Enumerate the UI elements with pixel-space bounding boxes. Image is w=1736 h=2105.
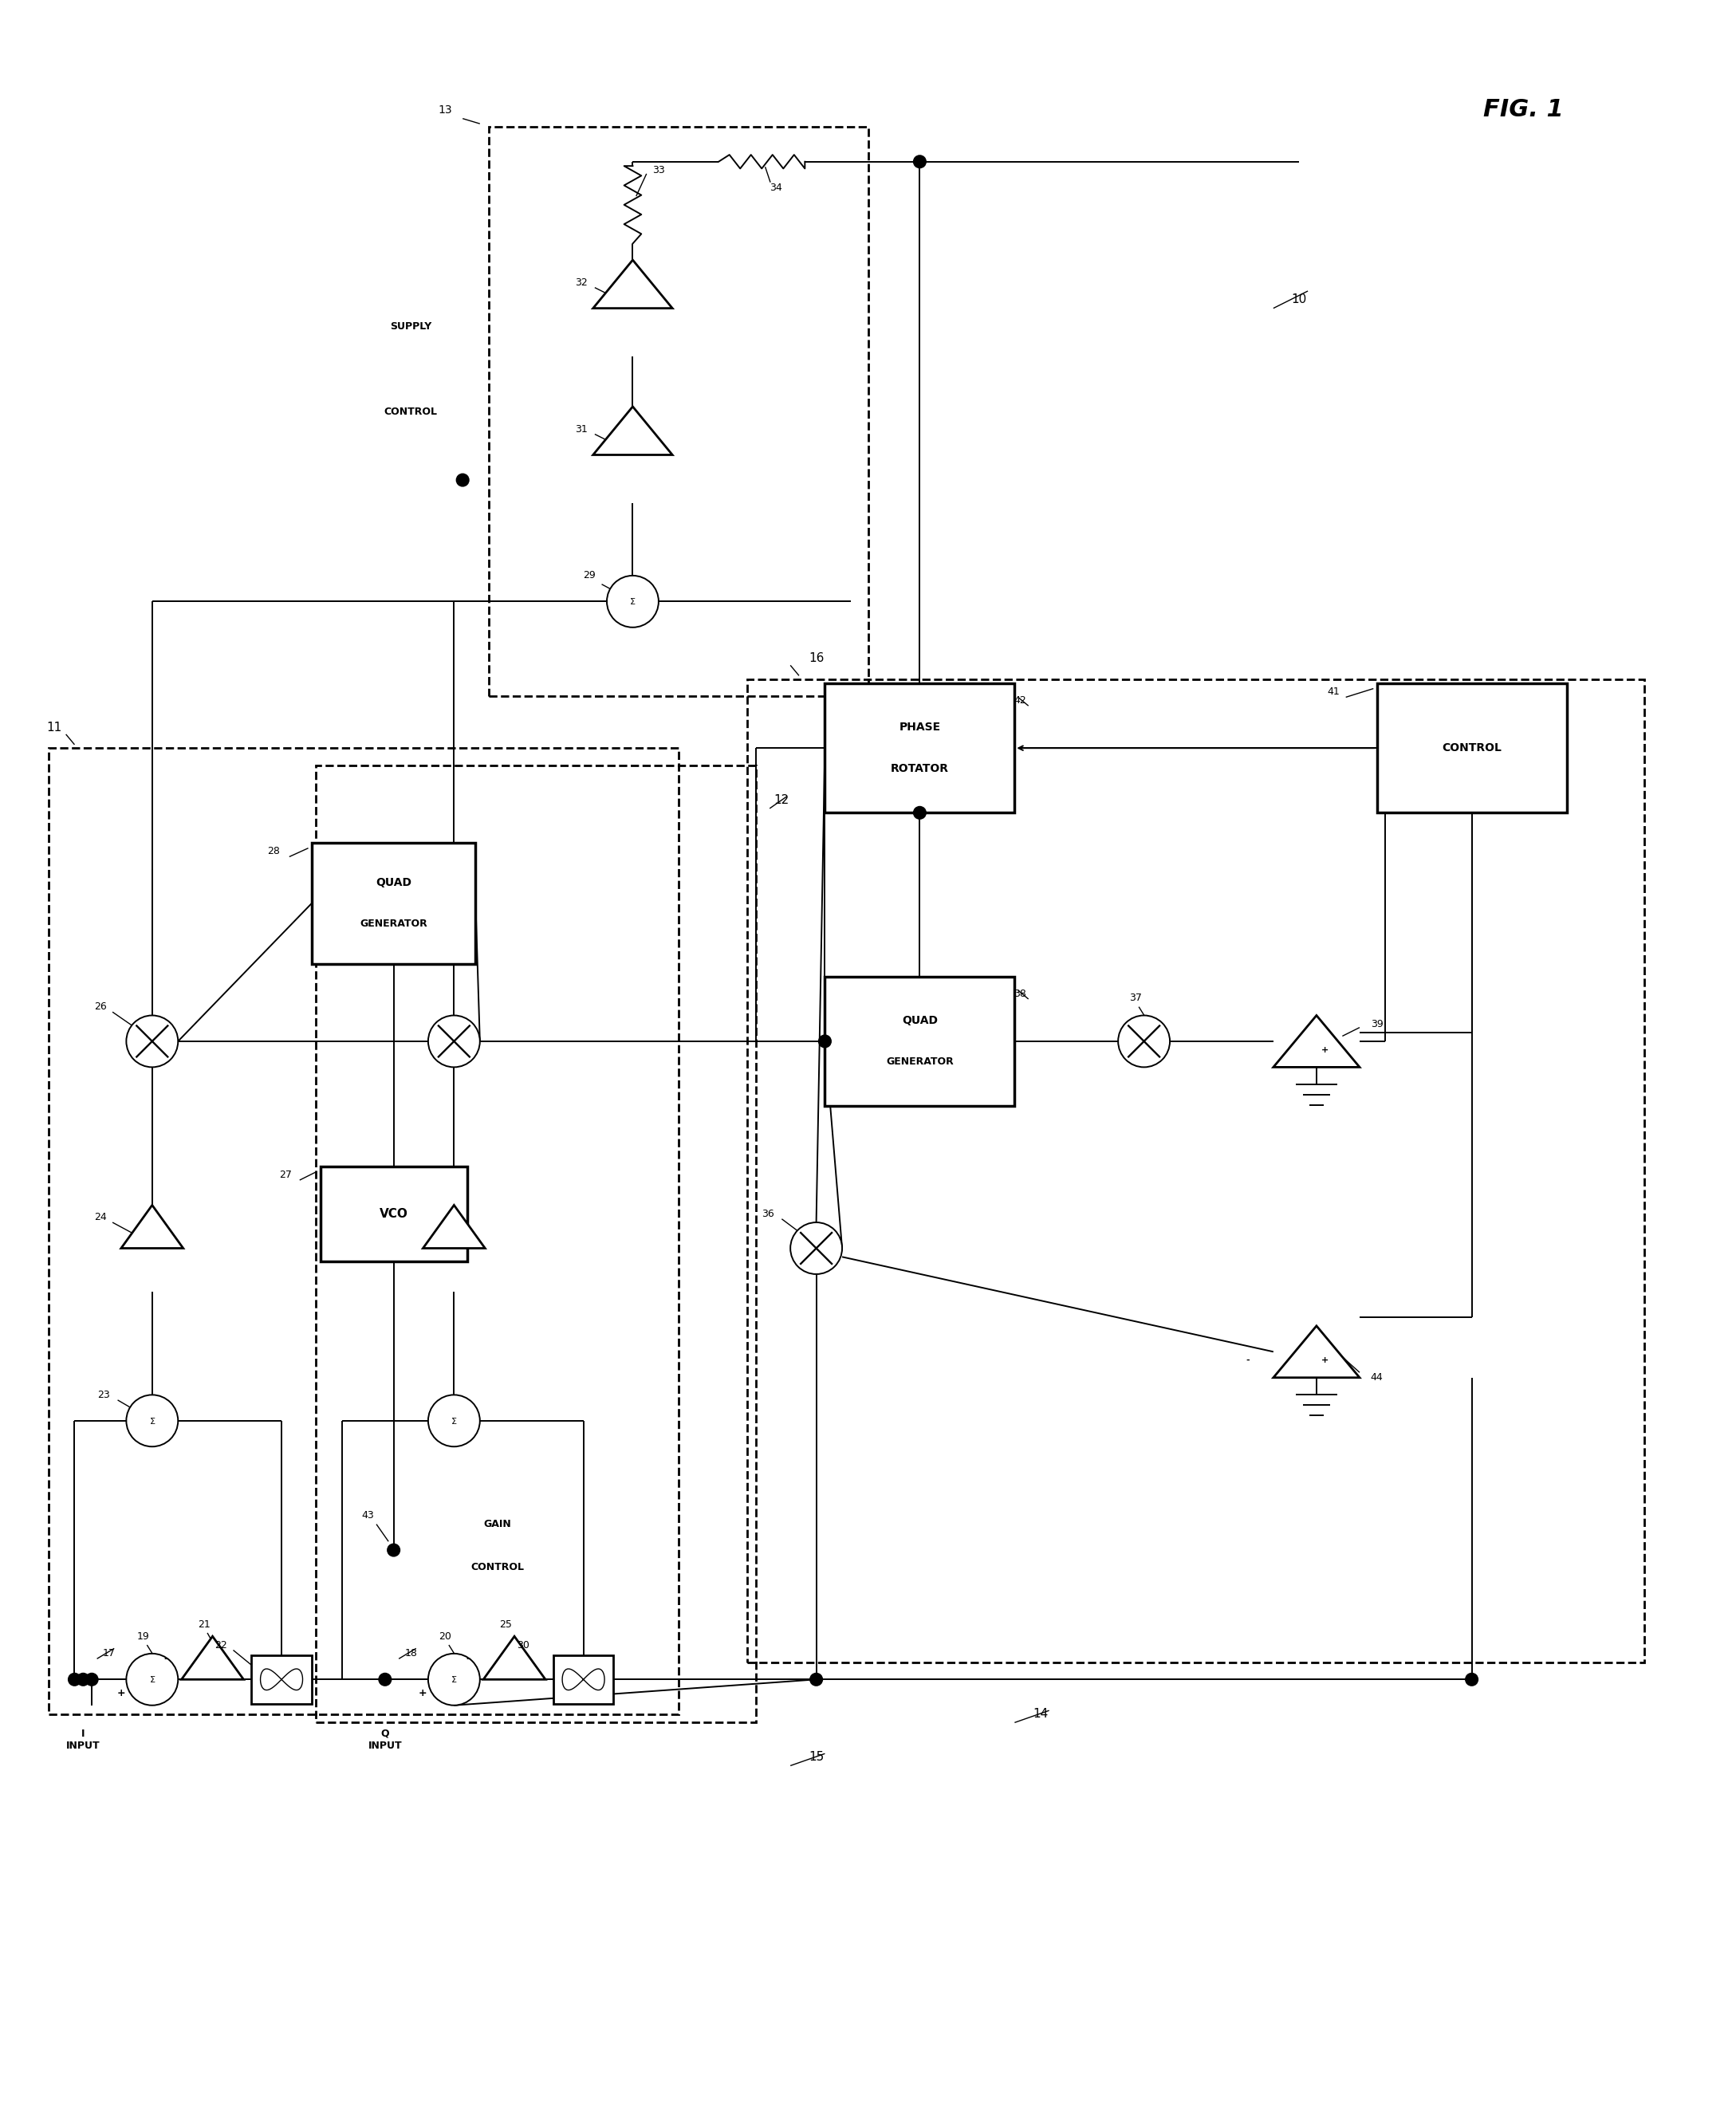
Text: PHASE: PHASE [899,722,941,733]
Text: -: - [465,1655,470,1663]
Text: 20: 20 [439,1631,451,1642]
Polygon shape [594,406,672,455]
Circle shape [1465,1673,1477,1686]
Text: 43: 43 [361,1511,373,1520]
Bar [312,842,476,964]
Text: 24: 24 [94,1212,106,1223]
Text: 18: 18 [404,1648,417,1659]
Text: 29: 29 [583,570,595,581]
Text: $\Sigma$: $\Sigma$ [451,1676,457,1684]
Text: 11: 11 [47,722,61,733]
Bar [488,126,868,697]
Circle shape [913,806,925,819]
Text: $\Sigma$: $\Sigma$ [630,596,635,606]
Bar [825,684,1014,813]
Text: 33: 33 [653,164,665,175]
Text: GAIN: GAIN [483,1520,510,1530]
Text: $\Sigma$: $\Sigma$ [149,1417,156,1425]
Circle shape [429,1396,479,1446]
Text: 25: 25 [500,1619,512,1629]
Text: 26: 26 [94,1002,106,1013]
Text: 17: 17 [102,1648,115,1659]
Text: 31: 31 [575,423,587,434]
Text: -: - [163,1655,168,1663]
Circle shape [76,1673,89,1686]
Text: ROTATOR: ROTATOR [891,764,950,775]
Circle shape [819,1036,832,1048]
Bar [321,1166,467,1261]
Text: CONTROL: CONTROL [470,1562,524,1572]
Text: +: + [418,1688,427,1699]
Text: 39: 39 [1371,1019,1384,1029]
Text: 32: 32 [575,278,587,288]
Text: QUAD: QUAD [375,878,411,888]
Circle shape [127,1655,179,1705]
Polygon shape [1274,1015,1359,1067]
Circle shape [378,1673,391,1686]
Polygon shape [483,1636,545,1680]
Text: 30: 30 [517,1640,529,1650]
Text: VCO: VCO [380,1208,408,1219]
Bar [49,747,679,1713]
Text: CONTROL: CONTROL [1443,743,1502,754]
Bar [554,1655,613,1703]
Text: 37: 37 [1128,994,1142,1004]
Text: GENERATOR: GENERATOR [359,918,427,928]
Polygon shape [424,1206,484,1248]
Text: 10: 10 [1292,295,1307,305]
Circle shape [913,156,925,168]
Bar [746,680,1644,1663]
Polygon shape [122,1206,184,1248]
Circle shape [387,1545,399,1556]
Circle shape [608,575,658,627]
Text: Q
INPUT: Q INPUT [368,1728,403,1751]
Text: 28: 28 [267,846,279,857]
Text: 15: 15 [809,1751,825,1764]
Text: 21: 21 [198,1619,210,1629]
Text: SUPPLY: SUPPLY [391,322,432,333]
Circle shape [790,1223,842,1274]
Text: 34: 34 [769,183,781,194]
Text: -: - [1246,1356,1250,1364]
Text: +: + [116,1688,125,1699]
Text: 23: 23 [97,1389,109,1400]
Text: 42: 42 [1014,695,1026,705]
Circle shape [1118,1015,1170,1067]
Polygon shape [1274,1326,1359,1377]
Text: 22: 22 [215,1640,227,1650]
Text: FIG. 1: FIG. 1 [1483,99,1564,122]
Bar [825,977,1014,1105]
Circle shape [85,1673,97,1686]
Text: +: + [1321,1046,1328,1055]
Text: 14: 14 [1033,1707,1049,1720]
Text: +: + [1321,1356,1328,1364]
Circle shape [429,1655,479,1705]
Text: 12: 12 [774,794,790,806]
Circle shape [127,1396,179,1446]
Text: 19: 19 [137,1631,149,1642]
Text: 36: 36 [762,1208,774,1219]
Text: $\Sigma$: $\Sigma$ [149,1676,156,1684]
Text: I
INPUT: I INPUT [66,1728,101,1751]
Text: QUAD: QUAD [901,1015,937,1025]
Text: 44: 44 [1371,1372,1384,1383]
Circle shape [811,1673,823,1686]
Text: GENERATOR: GENERATOR [885,1057,953,1067]
Text: 16: 16 [809,653,825,665]
Bar [252,1655,312,1703]
Text: CONTROL: CONTROL [384,406,437,417]
Circle shape [457,474,469,486]
Text: 41: 41 [1328,686,1340,697]
Polygon shape [182,1636,243,1680]
Bar [1377,684,1566,813]
Bar [316,766,755,1722]
Circle shape [429,1015,479,1067]
Text: 27: 27 [279,1170,292,1181]
Text: 13: 13 [439,105,453,116]
Text: $\Sigma$: $\Sigma$ [451,1417,457,1425]
Text: 38: 38 [1014,989,1026,1000]
Circle shape [127,1015,179,1067]
Polygon shape [594,261,672,307]
Circle shape [68,1673,80,1686]
